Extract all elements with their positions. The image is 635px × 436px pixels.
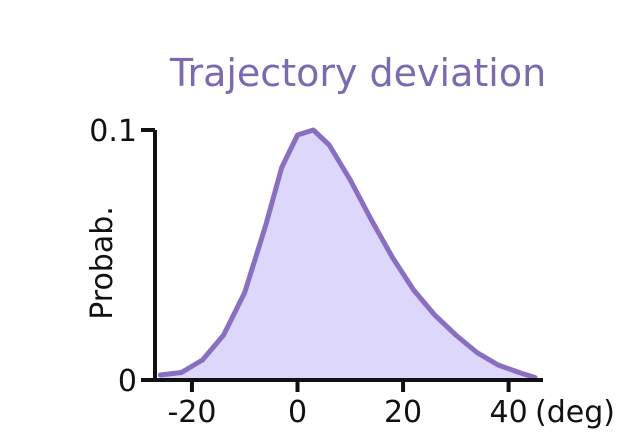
x-tick-label: -20 (167, 395, 216, 430)
x-axis-ticks: -20 0 20 40 (167, 380, 528, 430)
x-tick-label: 40 (490, 395, 528, 430)
series-area-fill (160, 130, 536, 380)
y-tick-label: 0.1 (89, 114, 137, 149)
chart-title: Trajectory deviation (169, 51, 546, 95)
plot-area (157, 127, 538, 380)
x-tick-label: 0 (288, 395, 307, 430)
y-axis-label: Probab. (85, 206, 120, 320)
x-tick-label: 20 (384, 395, 422, 430)
x-axis-label: (deg) (535, 395, 615, 430)
series-line (157, 127, 538, 380)
y-axis-ticks: 00.1 (89, 114, 155, 399)
y-tick-label: 0 (118, 364, 137, 399)
